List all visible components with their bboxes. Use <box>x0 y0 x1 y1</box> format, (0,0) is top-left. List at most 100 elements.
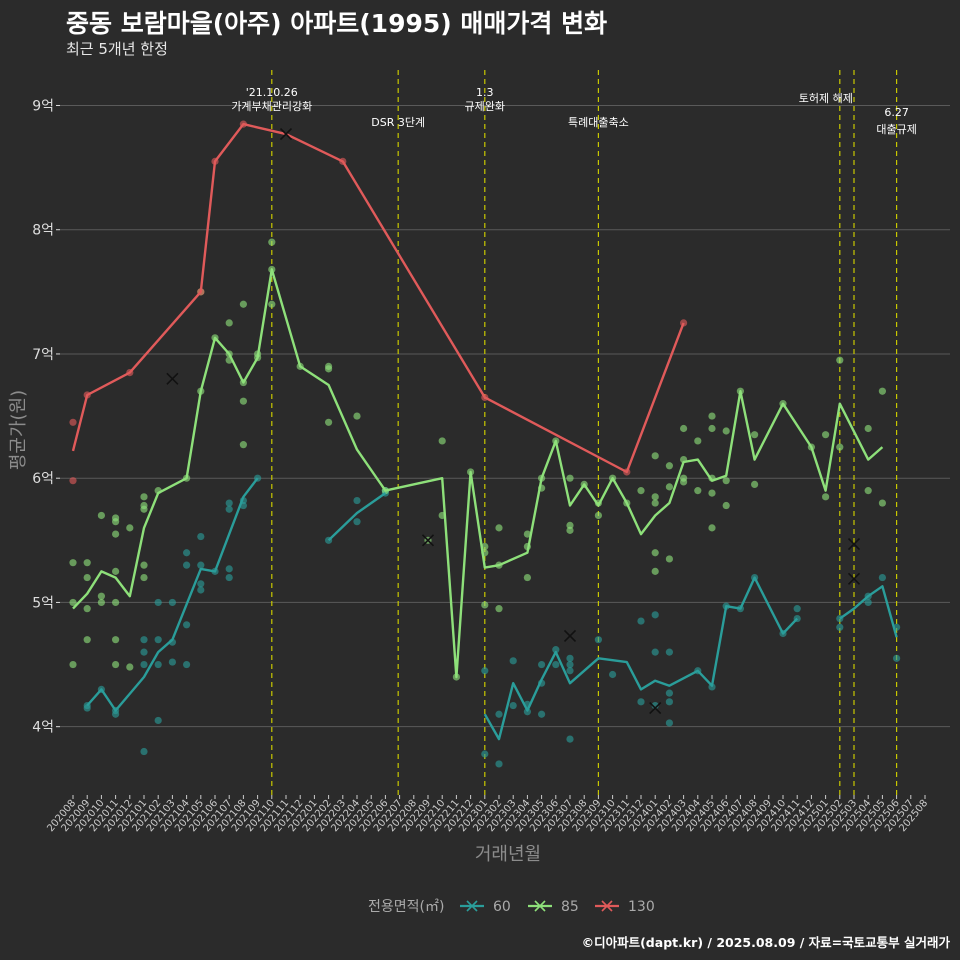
data-point-85 <box>83 636 91 644</box>
data-point-60 <box>154 716 162 725</box>
legend-label-130: 130 <box>628 899 655 915</box>
data-point-85 <box>708 524 716 532</box>
data-point-85 <box>722 477 730 485</box>
data-point-85 <box>708 489 716 497</box>
data-point-60 <box>225 565 233 573</box>
y-axis-title: 평균가(원) <box>8 390 29 470</box>
footer-credit: ©디아파트(dapt.kr) / 2025.08.09 / 자료=국토교통부 실… <box>581 935 950 950</box>
data-point-85 <box>140 573 148 582</box>
x-marker-60 <box>847 572 861 585</box>
data-point-60 <box>225 573 233 582</box>
data-point-85 <box>112 636 120 644</box>
x-marker-60 <box>649 701 662 715</box>
data-point-85 <box>836 356 844 364</box>
data-point-85 <box>651 549 659 557</box>
series-line-60 <box>839 585 898 638</box>
data-point-130 <box>69 418 77 426</box>
data-point-85 <box>523 530 532 538</box>
data-point-60 <box>183 660 191 669</box>
data-point-85 <box>751 431 759 439</box>
event-label: 토허제 해제 <box>799 91 853 105</box>
data-point-85 <box>680 474 688 482</box>
data-point-85 <box>651 452 659 460</box>
data-point-85 <box>268 300 276 308</box>
data-point-85 <box>566 521 574 530</box>
event-label: 가계부채관리강화 <box>231 100 312 113</box>
data-point-130 <box>69 477 77 485</box>
event-label: DSR 3단계 <box>371 116 425 129</box>
data-point-85 <box>325 362 333 370</box>
data-point-85 <box>722 501 730 510</box>
legend-key-marker <box>534 900 546 912</box>
series-line-60 <box>483 576 799 741</box>
data-point-60 <box>154 660 162 669</box>
data-point-85 <box>239 441 247 449</box>
data-point-85 <box>353 412 361 420</box>
x-markers <box>166 127 861 715</box>
data-point-60 <box>793 605 801 613</box>
data-point-60 <box>495 710 503 718</box>
data-point-85 <box>481 601 489 609</box>
data-point-60 <box>481 667 489 675</box>
data-point-85 <box>112 567 120 575</box>
data-point-60 <box>651 648 659 656</box>
data-point-85 <box>112 598 120 607</box>
data-point-85 <box>83 559 91 567</box>
data-point-85 <box>680 424 688 433</box>
data-point-85 <box>126 524 134 532</box>
data-point-60 <box>353 518 361 526</box>
data-point-60 <box>637 617 645 625</box>
legend: 전용면적(㎡) 60 85 130 <box>368 899 655 915</box>
x-marker-60 <box>563 629 577 643</box>
data-point-85 <box>126 663 134 671</box>
data-point-60 <box>197 532 205 541</box>
series-lines <box>71 122 898 741</box>
data-point-85 <box>239 300 247 308</box>
y-tick-label: 5억 <box>32 595 54 611</box>
legend-key-marker <box>601 900 613 912</box>
data-point-60 <box>864 598 872 607</box>
data-point-60 <box>509 701 517 710</box>
legend-key-marker <box>466 900 478 912</box>
data-point-85 <box>97 592 105 600</box>
data-point-60 <box>183 549 191 557</box>
chart-title: 중동 보람마을(아주) 아파트(1995) 매매가격 변화 <box>66 9 608 38</box>
data-point-60 <box>154 636 162 644</box>
data-point-60 <box>140 660 148 669</box>
data-point-85 <box>97 598 105 607</box>
event-label: '21.10.26 <box>246 86 298 99</box>
legend-label-60: 60 <box>493 899 511 915</box>
data-point-85 <box>112 530 120 538</box>
data-point-85 <box>665 555 674 563</box>
data-point-60 <box>197 580 205 588</box>
series-line-60 <box>327 492 387 542</box>
data-point-85 <box>864 487 872 495</box>
x-marker-130 <box>166 372 179 385</box>
legend-title: 전용면적(㎡) <box>368 899 444 915</box>
data-point-60 <box>538 710 546 718</box>
data-point-60 <box>566 654 574 662</box>
data-point-85 <box>864 424 872 433</box>
data-point-60 <box>140 648 148 656</box>
data-point-85 <box>878 387 887 395</box>
event-label: 규제완화 <box>465 100 505 113</box>
data-point-60 <box>495 760 503 768</box>
data-point-85 <box>822 493 830 501</box>
data-point-60 <box>538 660 546 669</box>
event-label: 6.27 <box>884 106 909 119</box>
data-point-85 <box>225 319 233 327</box>
data-point-60 <box>665 698 674 706</box>
data-point-60 <box>154 598 162 607</box>
event-label: 대출규제 <box>876 123 916 136</box>
data-point-85 <box>83 605 91 613</box>
data-point-85 <box>694 487 702 495</box>
data-point-85 <box>112 660 120 669</box>
event-label: 1.3 <box>476 86 494 99</box>
data-point-60 <box>183 621 191 629</box>
data-point-60 <box>197 586 205 594</box>
data-point-85 <box>97 511 105 520</box>
data-point-85 <box>694 437 702 445</box>
data-point-60 <box>665 648 674 656</box>
